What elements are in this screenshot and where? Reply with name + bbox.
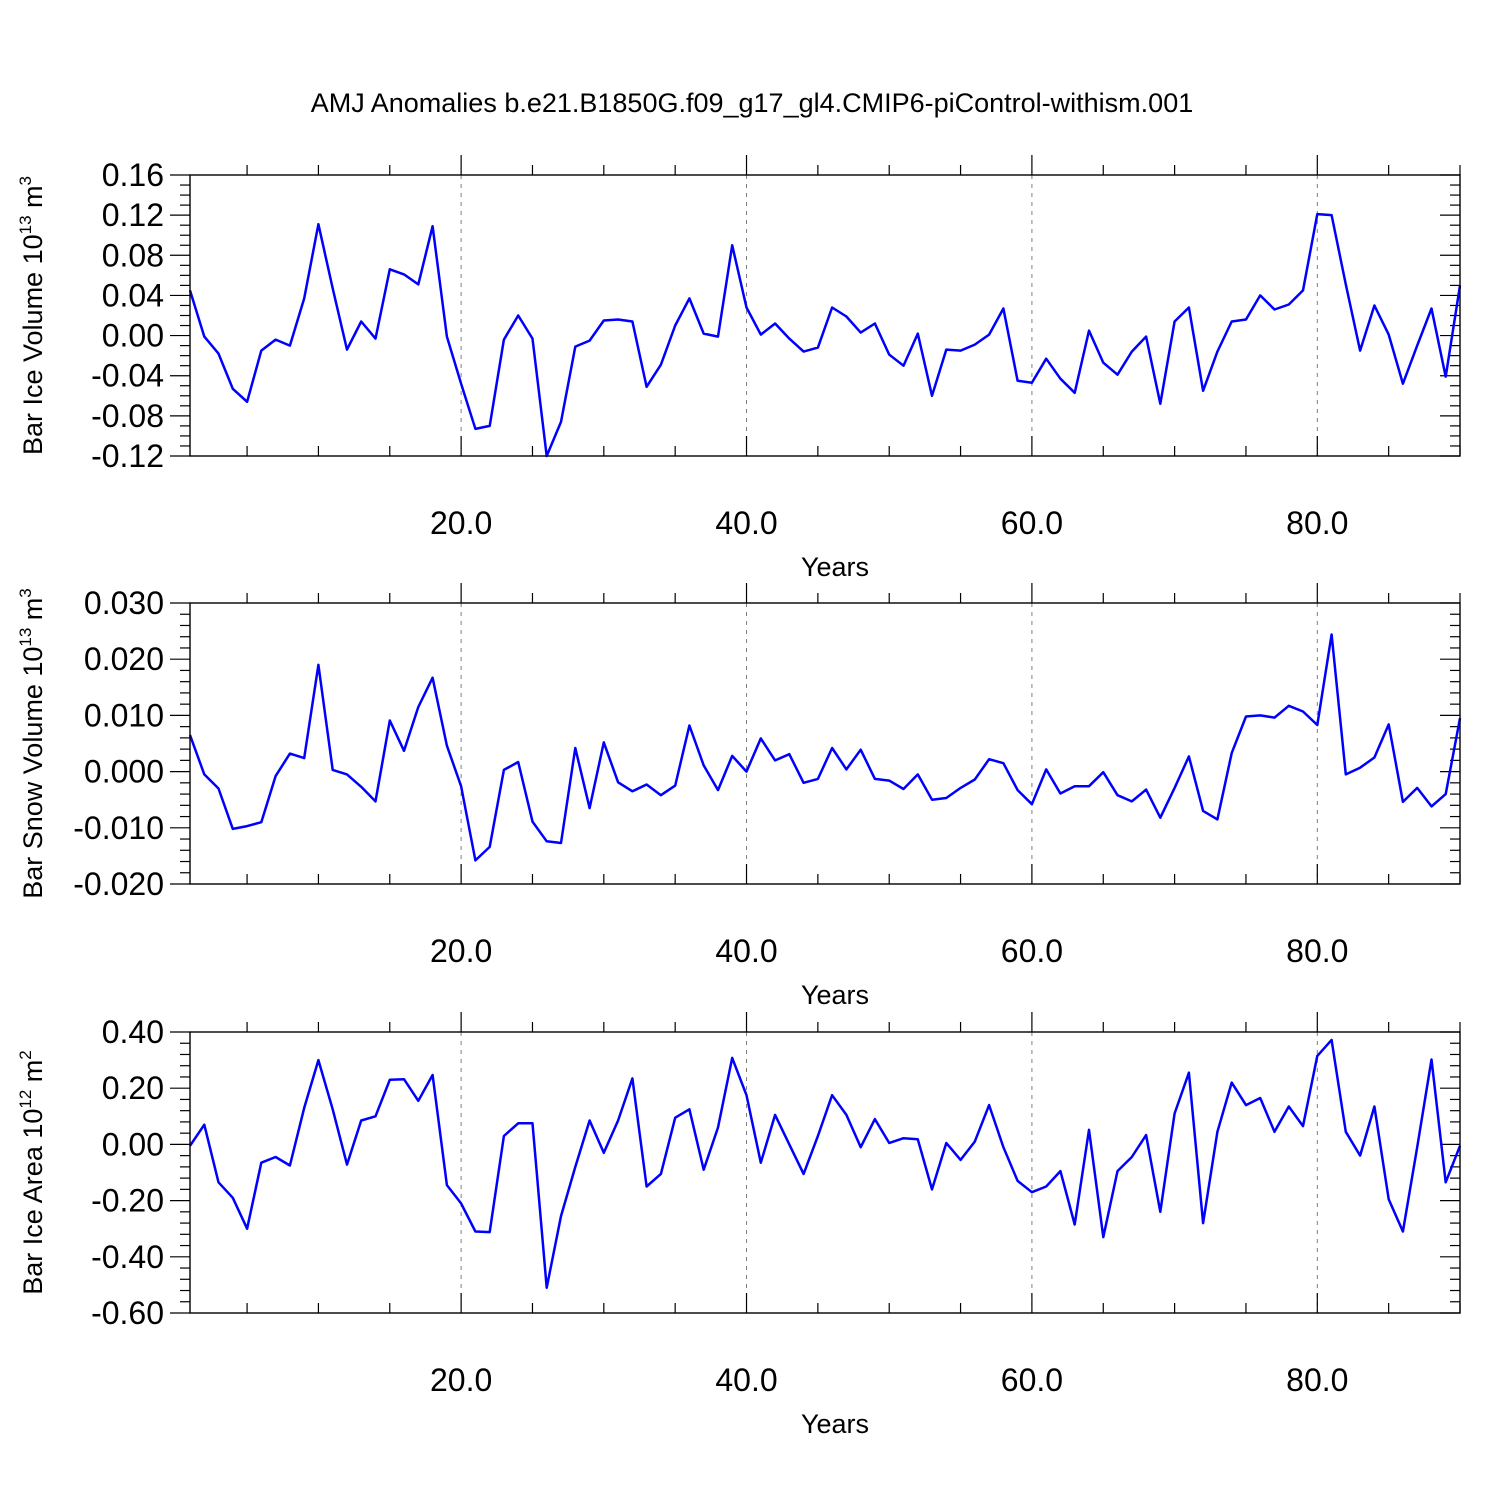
figure-title: AMJ Anomalies b.e21.B1850G.f09_g17_gl4.C… (311, 88, 1193, 118)
y-tick-label: 0.020 (84, 641, 164, 677)
series-line (188, 633, 1462, 862)
y-tick-label: -0.60 (91, 1295, 164, 1331)
x-tick-label: 80.0 (1286, 933, 1348, 969)
x-tick-label: 60.0 (1001, 505, 1063, 541)
x-axis-label: Years (801, 980, 869, 1010)
x-tick-label: 60.0 (1001, 1362, 1063, 1398)
y-tick-label: -0.40 (91, 1239, 164, 1275)
y-tick-label: -0.04 (91, 358, 164, 394)
y-tick-label: -0.12 (91, 438, 164, 474)
y-tick-label: -0.20 (91, 1183, 164, 1219)
y-tick-label: -0.020 (73, 866, 164, 902)
y-tick-label: 0.030 (84, 585, 164, 621)
plot-frame (189, 602, 1461, 885)
x-tick-label: 20.0 (430, 505, 492, 541)
chart-panel-2: -0.020 -0.010 0.000 0.010 0.020 0.030 20.0 40.0… (16, 583, 1462, 1010)
x-tick-label: 20.0 (430, 1362, 492, 1398)
chart-panel-3: -0.60 -0.40 -0.20 0.00 0.20 0.40 20.0 40.0 60.0 8… (16, 1012, 1462, 1439)
y-tick-label: 0.010 (84, 697, 164, 733)
series-line (188, 1038, 1462, 1289)
y-tick-label: 0.12 (102, 197, 164, 233)
y-tick-label: 0.20 (102, 1070, 164, 1106)
y-tick-label: 0.00 (102, 318, 164, 354)
x-tick-label: 80.0 (1286, 1362, 1348, 1398)
y-tick-label: 0.40 (102, 1014, 164, 1050)
y-axis-label: Bar Snow Volume 1013 m3 (16, 588, 48, 899)
y-tick-label: -0.010 (73, 810, 164, 846)
y-tick-label: 0.16 (102, 157, 164, 193)
y-axis-label: Bar Ice Volume 1013 m3 (16, 176, 48, 455)
y-tick-label: 0.04 (102, 277, 164, 313)
y-tick-label: 0.00 (102, 1126, 164, 1162)
chart-panel-1: -0.12 -0.08 -0.04 0.00 0.04 0.08 0.12 0.16 20.0 4… (16, 155, 1462, 582)
y-axis-label: Bar Ice Area 1012 m2 (16, 1050, 48, 1295)
series-line (188, 212, 1462, 458)
plot-frame (189, 174, 1461, 457)
x-tick-label: 20.0 (430, 933, 492, 969)
x-axis-label: Years (801, 552, 869, 582)
y-tick-label: 0.08 (102, 237, 164, 273)
x-tick-label: 60.0 (1001, 933, 1063, 969)
y-tick-label: 0.000 (84, 754, 164, 790)
x-tick-label: 40.0 (715, 1362, 777, 1398)
x-tick-label: 40.0 (715, 933, 777, 969)
plot-frame (189, 1031, 1461, 1314)
x-tick-label: 40.0 (715, 505, 777, 541)
y-tick-label: -0.08 (91, 398, 164, 434)
x-axis-label: Years (801, 1409, 869, 1439)
x-tick-label: 80.0 (1286, 505, 1348, 541)
